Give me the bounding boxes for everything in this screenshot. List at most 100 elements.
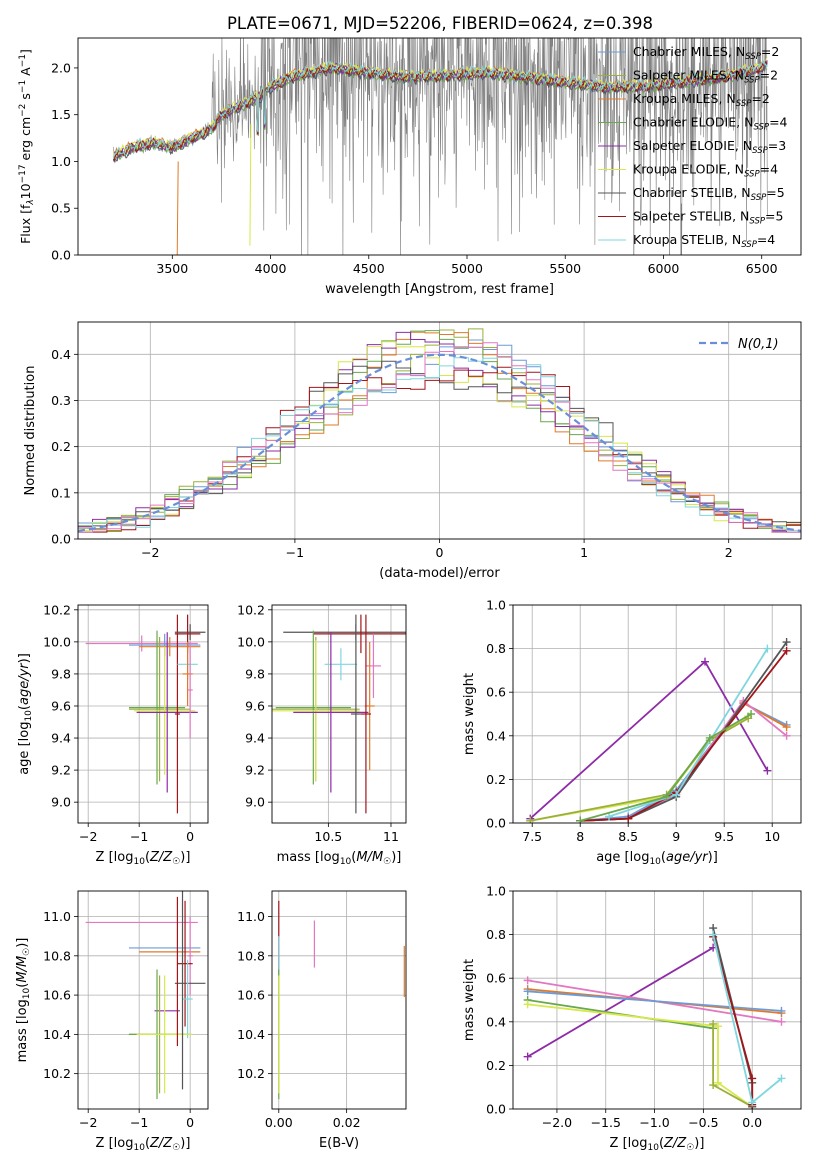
x-tick-label: 5000 [451,261,483,276]
mass-weight-line [608,648,769,818]
mass-weight-line [580,701,788,822]
x-tick-label: 11 [383,829,399,844]
y-tick-label: 1.0 [51,154,71,169]
y-axis-label: mass weight [462,673,477,755]
x-axis-label: Z [log10(Z/Z☉)] [610,1136,705,1153]
legend-label: Kroupa STELIB, NSSP=4 [633,232,775,250]
figure-title: PLATE=0671, MJD=52206, FIBERID=0624, z=0… [227,14,653,33]
model-edge-line [176,161,179,255]
mass-weight-marker [605,812,613,821]
mass-weight-marker [782,646,791,655]
legend: Chabrier MILES, NSSP=2 Salpeter MILES, NS… [598,44,788,250]
x-tick-label: −1.0 [639,1115,669,1130]
mass-weight-marker [523,1052,532,1061]
mass-weight-marker [624,814,633,823]
x-tick-label: 10.5 [314,829,342,844]
axes-frame [77,604,209,824]
y-tick-label: 11.0 [237,909,265,924]
y-tick-label: 0.0 [486,1102,506,1117]
y-tick-label: 10.8 [43,948,71,963]
plot-area [78,322,801,539]
y-tick-label: 9.0 [245,795,265,810]
normal-curve-line [78,353,801,532]
y-tick-label: 0.2 [51,439,71,454]
y-tick-label: 1.0 [486,598,506,613]
axes-frame [512,604,802,824]
mass-weight-marker [662,792,671,801]
mass-weight-line [580,699,788,822]
axes-frame [77,890,209,1110]
y-tick-label: 11.0 [43,909,71,924]
y-tick-label: 1.5 [51,107,71,122]
x-tick-label: 2 [725,545,733,560]
mass-weight-marker [709,1081,718,1090]
y-tick-label: 9.0 [51,795,71,810]
panel-weight_vs_age: 7.5 8 8.5 9 9.5 10 0.0 0.2 0.4 0.6 0.8 1.0 age [log1… [462,598,802,867]
mass-weight-marker [748,1098,757,1107]
x-tick-label: 6000 [648,261,680,276]
x-tick-label: 0.02 [333,1115,361,1130]
mass-weight-marker [672,790,681,799]
y-tick-label: 0.3 [51,393,71,408]
x-tick-label: −2 [79,1115,97,1130]
x-tick-label: 9 [672,829,680,844]
mass-weight-line [527,1003,753,1108]
mass-weight-line [712,934,783,1105]
y-tick-label: 0.4 [486,728,506,743]
x-tick-label: −2.0 [542,1115,572,1130]
y-tick-label: 10.2 [43,602,71,617]
mass-weight-marker [763,766,772,775]
y-tick-label: 0.8 [486,641,506,656]
legend-label: Salpeter STELIB, NSSP=5 [633,209,783,227]
legend-label: Kroupa ELODIE, NSSP=4 [633,162,778,180]
mass-weight-line [579,713,752,822]
x-tick-label: 0 [436,545,444,560]
y-tick-label: 9.6 [245,698,265,713]
axes-frame [271,604,407,824]
mass-weight-line [527,946,714,1058]
mass-weight-marker [523,987,532,996]
y-tick-label: 10.6 [43,988,71,1003]
x-axis-label: age [log10(age/yr)] [596,850,718,867]
mass-weight-marker [709,930,718,939]
mass-weight-marker [782,723,791,732]
x-tick-label: 0.00 [265,1115,293,1130]
y-tick-label: 10.4 [43,1027,71,1042]
y-tick-label: 0.0 [51,532,71,547]
panel-age_vs_mass: 10.5 11 9.0 9.2 9.4 9.6 9.8 10.0 10.2 mass [log10… [237,602,407,867]
y-tick-label: 10.0 [43,634,71,649]
mass-weight-line [580,650,788,822]
x-axis-label: (data-model)/error [379,566,500,581]
y-tick-label: 0.4 [51,347,71,362]
y-axis-label: mass weight [462,959,477,1041]
plot-area [513,605,801,823]
x-tick-label: 3500 [156,261,188,276]
model-spectrum-line [112,56,768,158]
y-axis-label: age [log10(age/yr)] [17,653,34,775]
mass-weight-marker [782,638,791,647]
y-tick-label: 10.0 [237,634,265,649]
y-tick-label: 0.2 [486,772,506,787]
mass-weight-marker [763,644,772,653]
axes-frame [271,890,407,1110]
observed-spectrum-line [113,38,768,255]
y-tick-label: 0.1 [51,485,71,500]
y-tick-label: 10.2 [237,1066,265,1081]
panel-mass_vs_ebv: 0.00 0.02 10.2 10.4 10.6 10.8 11.0 E(B-V) [237,890,407,1151]
axes-frame [77,37,802,256]
y-tick-label: 9.2 [51,763,71,778]
x-tick-label: 8 [576,829,584,844]
x-tick-label: −1.5 [591,1115,621,1130]
axes-frame [77,321,802,540]
y-tick-label: 0.6 [486,685,506,700]
y-tick-label: 9.2 [245,763,265,778]
y-tick-label: 9.4 [51,731,71,746]
y-tick-label: 0.2 [486,1058,506,1073]
model-edge-line [249,124,252,246]
mass-weight-line [529,660,769,820]
legend-label: Salpeter ELODIE, NSSP=3 [633,138,786,156]
x-tick-label: 1 [580,545,588,560]
panel-age_vs_Z: −2 −1 0 9.0 9.2 9.4 9.6 9.8 10.0 10.2 Z [log10(Z/Z… [17,602,209,867]
mass-weight-marker [701,657,709,666]
